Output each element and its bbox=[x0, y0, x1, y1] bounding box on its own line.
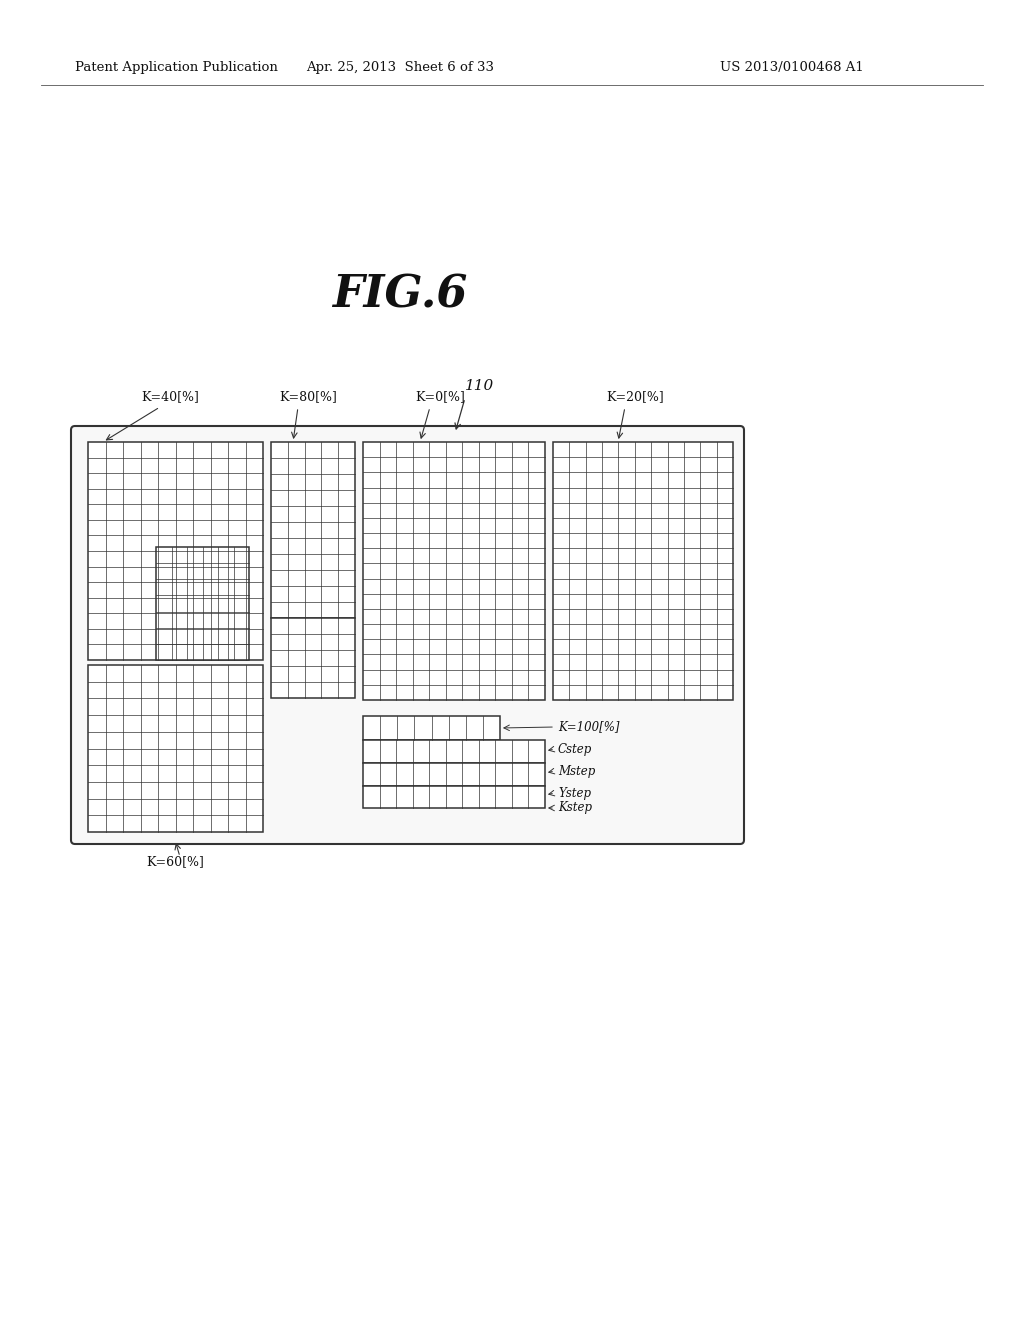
Text: K=40[%]: K=40[%] bbox=[141, 389, 199, 403]
Bar bbox=[362, 715, 500, 741]
Text: Mstep: Mstep bbox=[558, 764, 595, 777]
Text: Cstep: Cstep bbox=[558, 742, 592, 755]
Bar bbox=[362, 442, 545, 700]
Text: K=20[%]: K=20[%] bbox=[606, 389, 664, 403]
FancyBboxPatch shape bbox=[71, 426, 744, 843]
Text: 110: 110 bbox=[465, 379, 495, 393]
Text: K=0[%]: K=0[%] bbox=[415, 389, 465, 403]
Bar bbox=[88, 442, 263, 660]
Text: FIG.6: FIG.6 bbox=[333, 273, 468, 317]
Text: Patent Application Publication: Patent Application Publication bbox=[75, 62, 278, 74]
Text: US 2013/0100468 A1: US 2013/0100468 A1 bbox=[720, 62, 864, 74]
Text: K=80[%]: K=80[%] bbox=[280, 389, 337, 403]
Text: Ystep: Ystep bbox=[558, 787, 591, 800]
Bar bbox=[271, 442, 355, 618]
Bar bbox=[362, 763, 545, 785]
Bar bbox=[88, 665, 263, 832]
Bar bbox=[553, 442, 733, 700]
Text: Kstep: Kstep bbox=[558, 801, 592, 814]
Text: K=60[%]: K=60[%] bbox=[146, 855, 204, 869]
Bar bbox=[362, 785, 545, 808]
Bar bbox=[271, 618, 355, 698]
Bar bbox=[362, 741, 545, 763]
Text: K=100[%]: K=100[%] bbox=[558, 721, 620, 734]
Bar bbox=[156, 546, 249, 660]
Text: Apr. 25, 2013  Sheet 6 of 33: Apr. 25, 2013 Sheet 6 of 33 bbox=[306, 62, 494, 74]
